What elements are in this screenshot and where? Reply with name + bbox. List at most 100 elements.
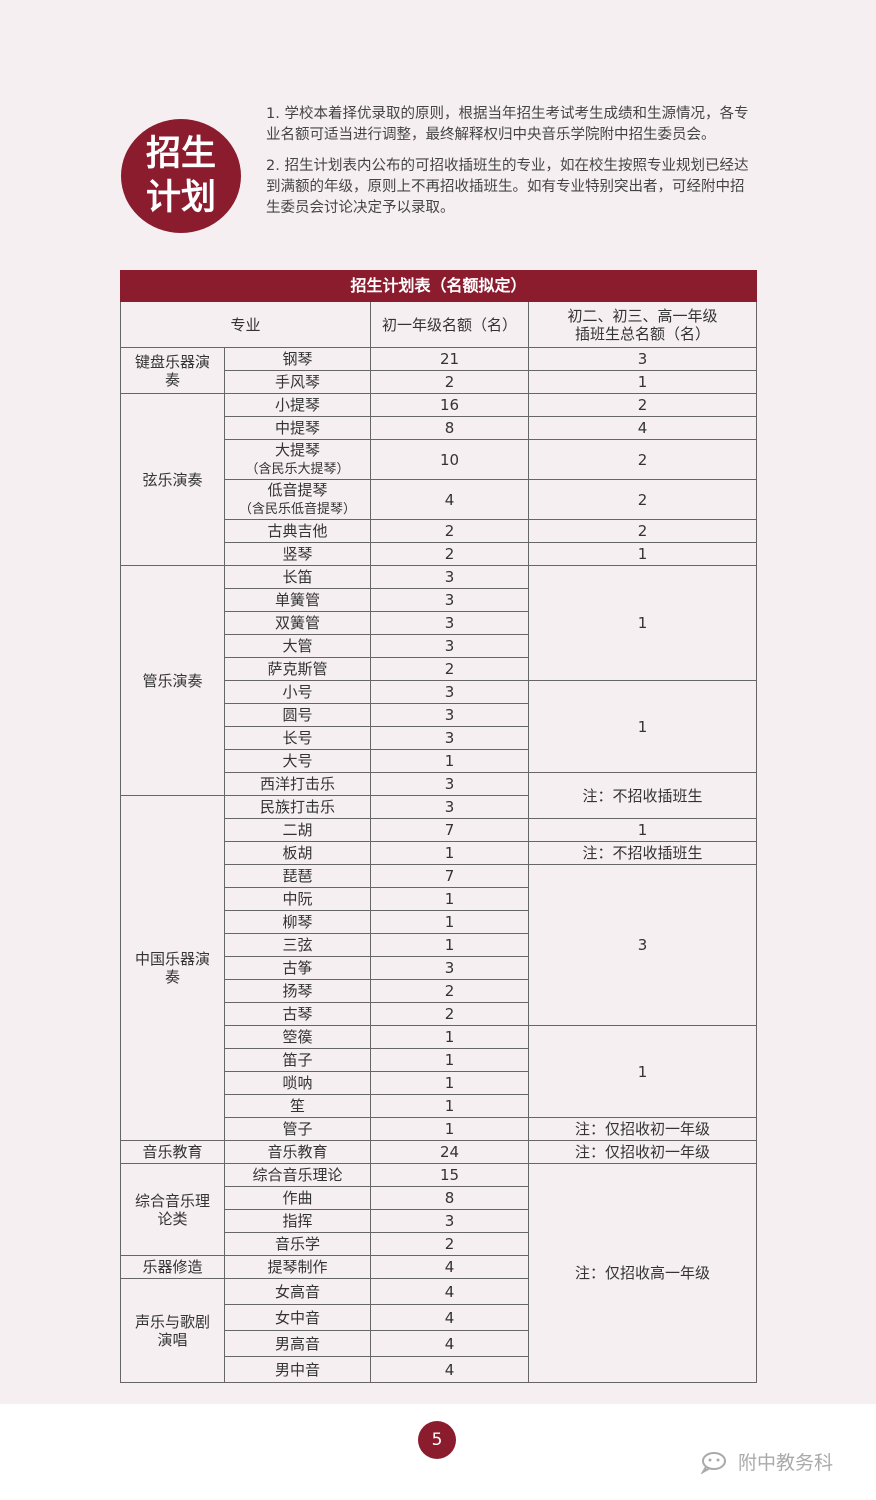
grade7-quota-cell: 4 xyxy=(370,1255,529,1279)
table-row: 单簧管 3 xyxy=(121,588,757,612)
major-name: 竖琴 xyxy=(282,545,313,563)
major-name: 扬琴 xyxy=(282,982,313,1000)
header-transfer-line1: 初二、初三、高一年级 xyxy=(567,306,718,325)
grade7-quota-cell: 24 xyxy=(370,1140,529,1164)
table-row: 笛子 1 xyxy=(121,1048,757,1072)
major-cell: 古典吉他 xyxy=(224,519,371,543)
major-cell: 竖琴 xyxy=(224,542,371,566)
transfer-quota-cell: 注：不招收插班生 xyxy=(527,772,758,819)
grade7-quota-cell: 7 xyxy=(370,818,529,842)
category-cell: 声乐与歌剧演唱 xyxy=(120,1278,225,1383)
transfer-quota-cell: 注：仅招收初一年级 xyxy=(527,1140,758,1164)
transfer-quota-cell: 3 xyxy=(527,864,758,1026)
major-name: 女中音 xyxy=(274,1308,320,1327)
table-row: 竖琴 2 1 xyxy=(121,542,758,566)
enrollment-table: 招生计划表（名额拟定） 专业 初一年级名额（名） 初二、初三、高一年级 插班生总名… xyxy=(119,270,758,1383)
table-row: 大管 3 xyxy=(121,634,757,658)
grade7-quota-cell: 1 xyxy=(370,887,529,911)
major-name: 手风琴 xyxy=(274,373,320,391)
grade7-quota-cell: 4 xyxy=(370,1278,529,1305)
table-row: 音乐教育 音乐教育 24 注：仅招收初一年级 xyxy=(120,1140,758,1164)
grade7-quota-cell: 2 xyxy=(370,519,529,543)
category-cell: 键盘乐器演奏 xyxy=(120,347,225,394)
table-row: 乐器修造 提琴制作 4 xyxy=(120,1255,757,1279)
badge-line1: 招生 xyxy=(145,134,216,174)
major-cell: 圆号 xyxy=(224,703,371,727)
major-cell: 管子 xyxy=(224,1117,371,1141)
grade7-quota-cell: 1 xyxy=(370,1094,529,1118)
major-name: 作曲 xyxy=(282,1189,313,1207)
wechat-icon xyxy=(700,1451,726,1474)
major-cell: 综合音乐理论 xyxy=(224,1163,371,1187)
table-row: 女中音 4 xyxy=(121,1304,757,1331)
major-cell: 琵琶 xyxy=(224,864,371,888)
grade7-quota-cell: 3 xyxy=(370,726,529,750)
major-name: 中阮 xyxy=(282,890,313,908)
table-body: 键盘乐器演奏 钢琴 21 3 手风琴 2 1 弦乐演奏 小提琴 16 2 中提琴 8 4 大提琴 （含民乐大提… xyxy=(120,347,758,1383)
major-cell: 古筝 xyxy=(224,956,371,980)
table-row: 手风琴 2 1 xyxy=(121,370,758,394)
major-name: 男高音 xyxy=(274,1334,320,1353)
table-row: 扬琴 2 xyxy=(121,979,757,1003)
transfer-quota-cell: 1 xyxy=(527,565,758,681)
major-name: 大号 xyxy=(282,752,313,770)
table-row: 萨克斯管 2 xyxy=(121,657,757,681)
grade7-quota-cell: 3 xyxy=(370,1209,529,1233)
grade7-quota-cell: 8 xyxy=(370,416,529,440)
major-name: 西洋打击乐 xyxy=(259,775,335,793)
grade7-quota-cell: 4 xyxy=(370,1330,529,1357)
major-cell: 音乐教育 xyxy=(224,1140,371,1164)
header-transfer-line2: 插班生总名额（名） xyxy=(575,324,711,343)
grade7-quota-cell: 3 xyxy=(370,588,529,612)
major-name: 长笛 xyxy=(282,568,313,586)
major-name: 二胡 xyxy=(282,821,313,839)
major-name: 圆号 xyxy=(282,706,313,724)
table-row: 键盘乐器演奏 钢琴 21 3 xyxy=(120,347,758,394)
major-cell: 双簧管 xyxy=(224,611,371,635)
table-row: 古筝 3 xyxy=(121,956,757,980)
transfer-quota-cell: 2 xyxy=(527,519,758,543)
major-name: 女高音 xyxy=(274,1282,320,1301)
table-row: 低音提琴 （含民乐低音提琴） 4 2 xyxy=(121,479,758,520)
major-cell: 女高音 xyxy=(224,1278,371,1305)
transfer-quota-cell: 2 xyxy=(527,393,758,417)
table-row: 箜篌 1 1 xyxy=(121,1025,758,1118)
major-name: 小号 xyxy=(282,683,313,701)
transfer-quota-cell: 1 xyxy=(527,818,758,842)
major-cell: 柳琴 xyxy=(224,910,371,934)
table-row: 琵琶 7 3 xyxy=(121,864,758,1026)
page-number: 5 xyxy=(418,1421,456,1459)
major-cell: 大号 xyxy=(224,749,371,773)
major-name: 笛子 xyxy=(282,1051,313,1069)
table-row: 中提琴 8 4 xyxy=(121,416,758,440)
major-name: 音乐学 xyxy=(274,1235,320,1253)
major-name: 三弦 xyxy=(282,936,313,954)
major-name: 民族打击乐 xyxy=(259,798,335,816)
table-row: 大号 1 xyxy=(121,749,757,773)
major-name: 提琴制作 xyxy=(267,1258,328,1276)
grade7-quota-cell: 2 xyxy=(370,657,529,681)
major-cell: 民族打击乐 xyxy=(224,795,371,819)
table-row: 唢呐 1 xyxy=(121,1071,757,1095)
major-cell: 小提琴 xyxy=(224,393,371,417)
grade7-quota-cell: 1 xyxy=(370,1117,529,1141)
table-row: 大提琴 （含民乐大提琴） 10 2 xyxy=(121,439,758,480)
transfer-quota-cell: 注：仅招收高一年级 xyxy=(527,1163,758,1383)
major-cell: 萨克斯管 xyxy=(224,657,371,681)
grade7-quota-cell: 3 xyxy=(370,611,529,635)
transfer-quota-cell: 1 xyxy=(527,680,758,773)
major-name: 古琴 xyxy=(282,1005,313,1023)
major-cell: 中提琴 xyxy=(224,416,371,440)
major-cell: 男中音 xyxy=(224,1356,371,1383)
major-cell: 小号 xyxy=(224,680,371,704)
major-cell: 中阮 xyxy=(224,887,371,911)
category-cell: 音乐教育 xyxy=(120,1140,225,1164)
major-name: 笙 xyxy=(289,1097,305,1115)
grade7-quota-cell: 4 xyxy=(370,1356,529,1383)
grade7-quota-cell: 1 xyxy=(370,1071,529,1095)
table-row: 板胡 1 注：不招收插班生 xyxy=(121,841,758,865)
watermark-text: 附中教务科 xyxy=(738,1452,834,1474)
major-name: 琵琶 xyxy=(282,867,313,885)
grade7-quota-cell: 1 xyxy=(370,749,529,773)
